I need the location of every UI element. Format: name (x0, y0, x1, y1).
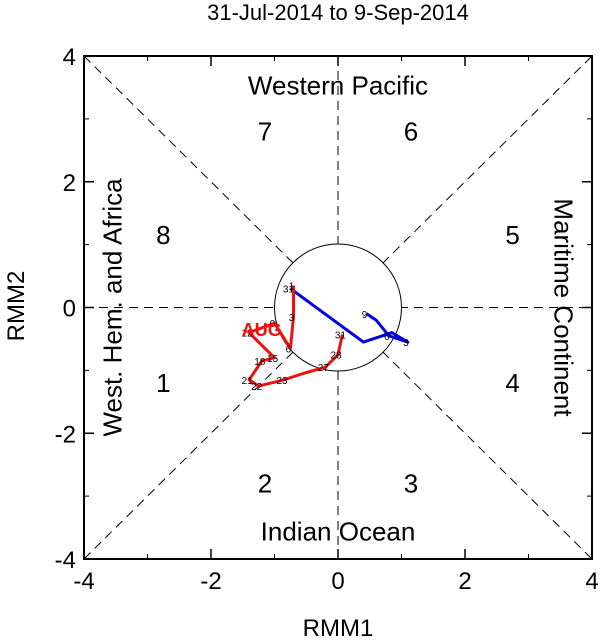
x-tick-label: 2 (458, 568, 471, 595)
day-label: 31 (335, 331, 347, 342)
phase-number: 2 (258, 469, 272, 499)
x-tick-label: -2 (200, 568, 221, 595)
trajectory-line (289, 287, 410, 344)
day-label: 22 (251, 382, 263, 393)
day-label: 3 (289, 313, 295, 324)
trajectory-line (247, 285, 344, 388)
y-tick-label: -2 (55, 421, 76, 448)
x-tick-label: -4 (73, 568, 94, 595)
day-label: 12 (242, 329, 254, 340)
day-label: 31 (283, 285, 295, 296)
phase-number: 7 (258, 116, 272, 146)
day-label: 3 (403, 338, 409, 349)
day-label: 9 (270, 319, 276, 330)
x-tick-label: 0 (331, 568, 344, 595)
day-label: 27 (318, 363, 330, 374)
day-label: 9 (362, 310, 368, 321)
phase-number: 1 (156, 368, 170, 398)
y-axis-label: RMM2 (3, 271, 30, 342)
region-label-left: West. Hem. and Africa (98, 178, 128, 437)
y-tick-label: 0 (63, 296, 76, 323)
region-label-top: Western Pacific (248, 70, 428, 100)
trajectory-series: 31 3 6 9 (283, 285, 410, 349)
phase-number: 3 (404, 469, 418, 499)
day-label: 21 (242, 376, 254, 387)
y-tick-label: -4 (55, 547, 76, 574)
day-label: 18 (254, 357, 266, 368)
day-label: 23 (276, 376, 288, 387)
day-label: 28 (330, 351, 342, 362)
day-label: 1 (289, 281, 295, 292)
month-label: AUG (242, 320, 282, 340)
chart-title: 31-Jul-2014 to 9-Sep-2014 (207, 0, 469, 25)
x-axis-label: RMM1 (303, 615, 374, 640)
phase-number: 4 (505, 368, 519, 398)
region-label-bottom: Indian Ocean (261, 517, 416, 547)
phase-number: 5 (505, 220, 519, 250)
day-label: 6 (286, 344, 292, 355)
x-tick-label: 4 (585, 568, 598, 595)
y-tick-label: 4 (63, 44, 76, 71)
phase-number: 6 (404, 116, 418, 146)
region-label-right: Maritime Continent (548, 198, 578, 417)
y-tick-label: 2 (63, 170, 76, 197)
phase-number: 8 (156, 220, 170, 250)
day-label: 15 (267, 354, 279, 365)
day-label: 6 (384, 332, 390, 343)
